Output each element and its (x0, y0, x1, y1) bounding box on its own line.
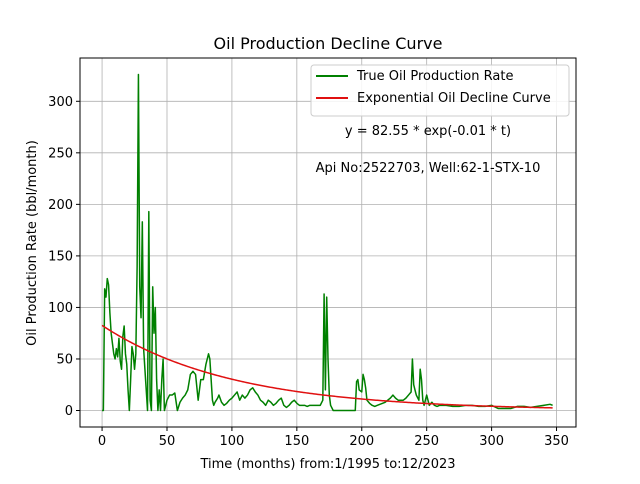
equation-annotation: y = 82.55 * exp(-0.01 * t) (345, 124, 511, 139)
x-tick-label: 150 (284, 434, 309, 449)
y-tick-label: 50 (56, 352, 73, 367)
x-tick-label: 200 (349, 434, 374, 449)
legend-box (310, 64, 570, 117)
x-tick-label: 100 (220, 434, 245, 449)
chart-title: Oil Production Decline Curve (214, 34, 443, 53)
x-tick-label: 300 (479, 434, 504, 449)
x-axis-label: Time (months) from:1/1995 to:12/2023 (199, 457, 455, 472)
well-annotation: Api No:2522703, Well:62-1-STX-10 (316, 161, 541, 176)
legend-label-true-rate: True Oil Production Rate (356, 69, 513, 84)
legend-label-decline-curve: Exponential Oil Decline Curve (357, 91, 551, 106)
y-tick-label: 250 (48, 146, 73, 161)
legend: True Oil Production Rate Exponential Oil… (310, 64, 570, 117)
y-tick-label: 150 (48, 249, 73, 264)
x-tick-label: 250 (414, 434, 439, 449)
x-tick-label: 350 (544, 434, 569, 449)
y-tick-label: 200 (48, 198, 73, 213)
x-tick-label: 0 (98, 434, 106, 449)
series-exponential-decline-curve (101, 324, 553, 409)
y-tick-label: 0 (65, 404, 73, 419)
y-axis-label: Oil Production Rate (bbl/month) (25, 140, 40, 346)
axis-ticks: 0 50 100 150 200 250 300 350 0 50 100 150 200 250 300 (48, 95, 569, 449)
y-tick-label: 100 (48, 301, 73, 316)
x-tick-label: 50 (159, 434, 176, 449)
series-true-oil-production-rate (102, 73, 553, 412)
y-tick-label: 300 (48, 95, 73, 110)
plot-frame (79, 57, 577, 428)
plot-series (101, 73, 553, 412)
